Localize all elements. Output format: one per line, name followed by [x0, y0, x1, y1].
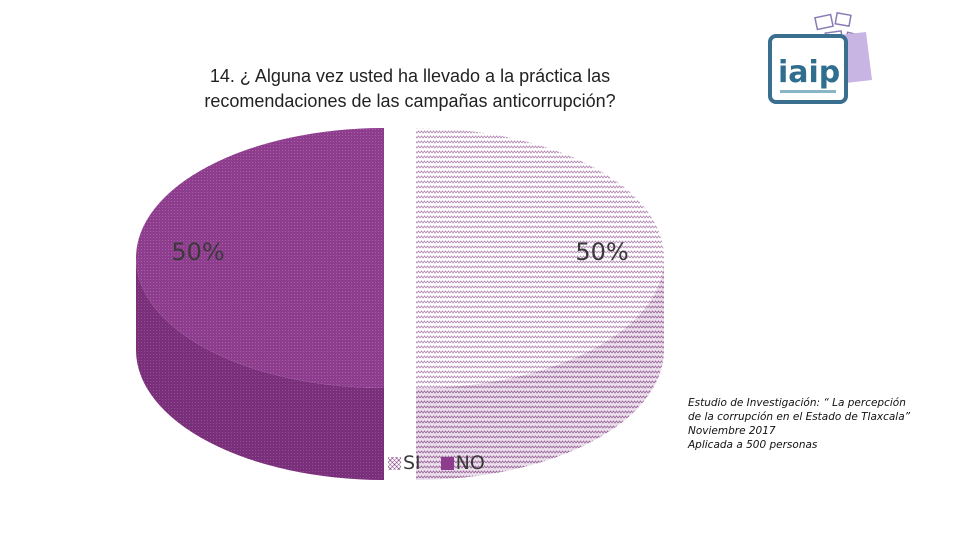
- legend-label-si: SI: [403, 452, 421, 474]
- chart-title-line-2: recomendaciones de las campañas anticorr…: [204, 91, 616, 111]
- pie-slices: [136, 128, 664, 480]
- study-footnote: Estudio de Investigación: “ La percepció…: [688, 396, 958, 452]
- legend-label-no: NO: [455, 452, 485, 474]
- pie-slice-no: [136, 128, 384, 388]
- pie-slice-side-no: [136, 258, 384, 480]
- chart-title-line-1: 14. ¿ Alguna vez usted ha llevado a la p…: [209, 66, 611, 86]
- data-label-no: 50%: [171, 238, 224, 266]
- pie-slice-side-si: [416, 258, 664, 480]
- iaip-logo-icon: iaip: [768, 12, 872, 104]
- footnote-line-2: de la corrupción en el Estado de Tlaxcal…: [688, 411, 911, 423]
- pie-slice-si: [416, 128, 664, 388]
- footnote-line-1: Estudio de Investigación: “ La percepció…: [688, 397, 906, 409]
- legend-item-si: SI: [388, 452, 421, 474]
- data-label-si: 50%: [575, 238, 628, 266]
- footnote-line-3: Noviembre 2017: [688, 425, 776, 437]
- legend-swatch-si: [388, 456, 401, 470]
- logo-text: iaip: [778, 55, 840, 90]
- data-labels: 50% 50%: [171, 238, 628, 266]
- legend-item-no: NO: [440, 452, 485, 474]
- legend-swatch-no: [440, 456, 454, 470]
- chart-title: 14. ¿ Alguna vez usted ha llevado a la p…: [150, 64, 670, 114]
- legend: SI NO: [388, 452, 485, 474]
- footnote-line-4: Aplicada a 500 personas: [688, 439, 818, 451]
